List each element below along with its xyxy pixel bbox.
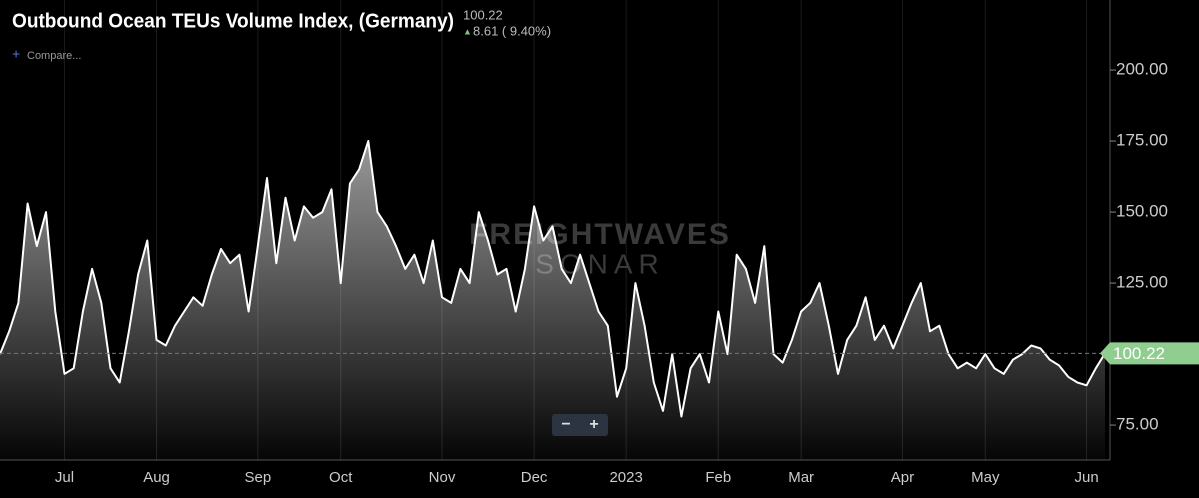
x-tick-label: May	[971, 469, 1000, 486]
x-tick-label: Nov	[429, 469, 456, 486]
area	[0, 141, 1105, 460]
y-tick-label: 200.00	[1116, 60, 1168, 79]
change: 8.61 ( 9.40%)	[473, 23, 551, 38]
zoom-controls: − +	[552, 414, 608, 436]
x-tick-label: Mar	[788, 469, 814, 486]
y-tick-label: 175.00	[1116, 131, 1168, 150]
x-tick-label: Aug	[143, 469, 170, 486]
line	[0, 140, 1106, 418]
y-tick-label: 75.00	[1116, 415, 1159, 434]
compare[interactable]: Compare...	[27, 50, 81, 62]
last-value-badge	[1100, 342, 1199, 365]
up-arrow: ▲	[463, 26, 472, 36]
x-tick-label: Jun	[1074, 469, 1098, 486]
x-tick-label: Apr	[891, 469, 914, 486]
watermark: FREIGHTWAVES	[469, 218, 731, 251]
x-tick-label: Jul	[55, 469, 74, 486]
zoom-in[interactable]: +	[589, 416, 598, 433]
last-value: 100.22	[463, 7, 503, 22]
chart-title: Outbound Ocean TEUs Volume Index, (Germa…	[12, 10, 454, 32]
zoom-bg	[552, 414, 608, 436]
x-tick-label: 2023	[609, 469, 642, 486]
y-tick-label: 125.00	[1116, 273, 1168, 292]
last-value-label: 100.22	[1113, 344, 1165, 363]
compare-plus[interactable]: +	[12, 46, 20, 62]
x-tick-label: Dec	[521, 469, 548, 486]
x-tick-label: Feb	[705, 469, 731, 486]
x-tick-label: Sep	[244, 469, 271, 486]
zoom-out[interactable]: −	[561, 416, 570, 433]
y-tick-label: 150.00	[1116, 202, 1168, 221]
x-tick-label: Oct	[329, 469, 353, 486]
